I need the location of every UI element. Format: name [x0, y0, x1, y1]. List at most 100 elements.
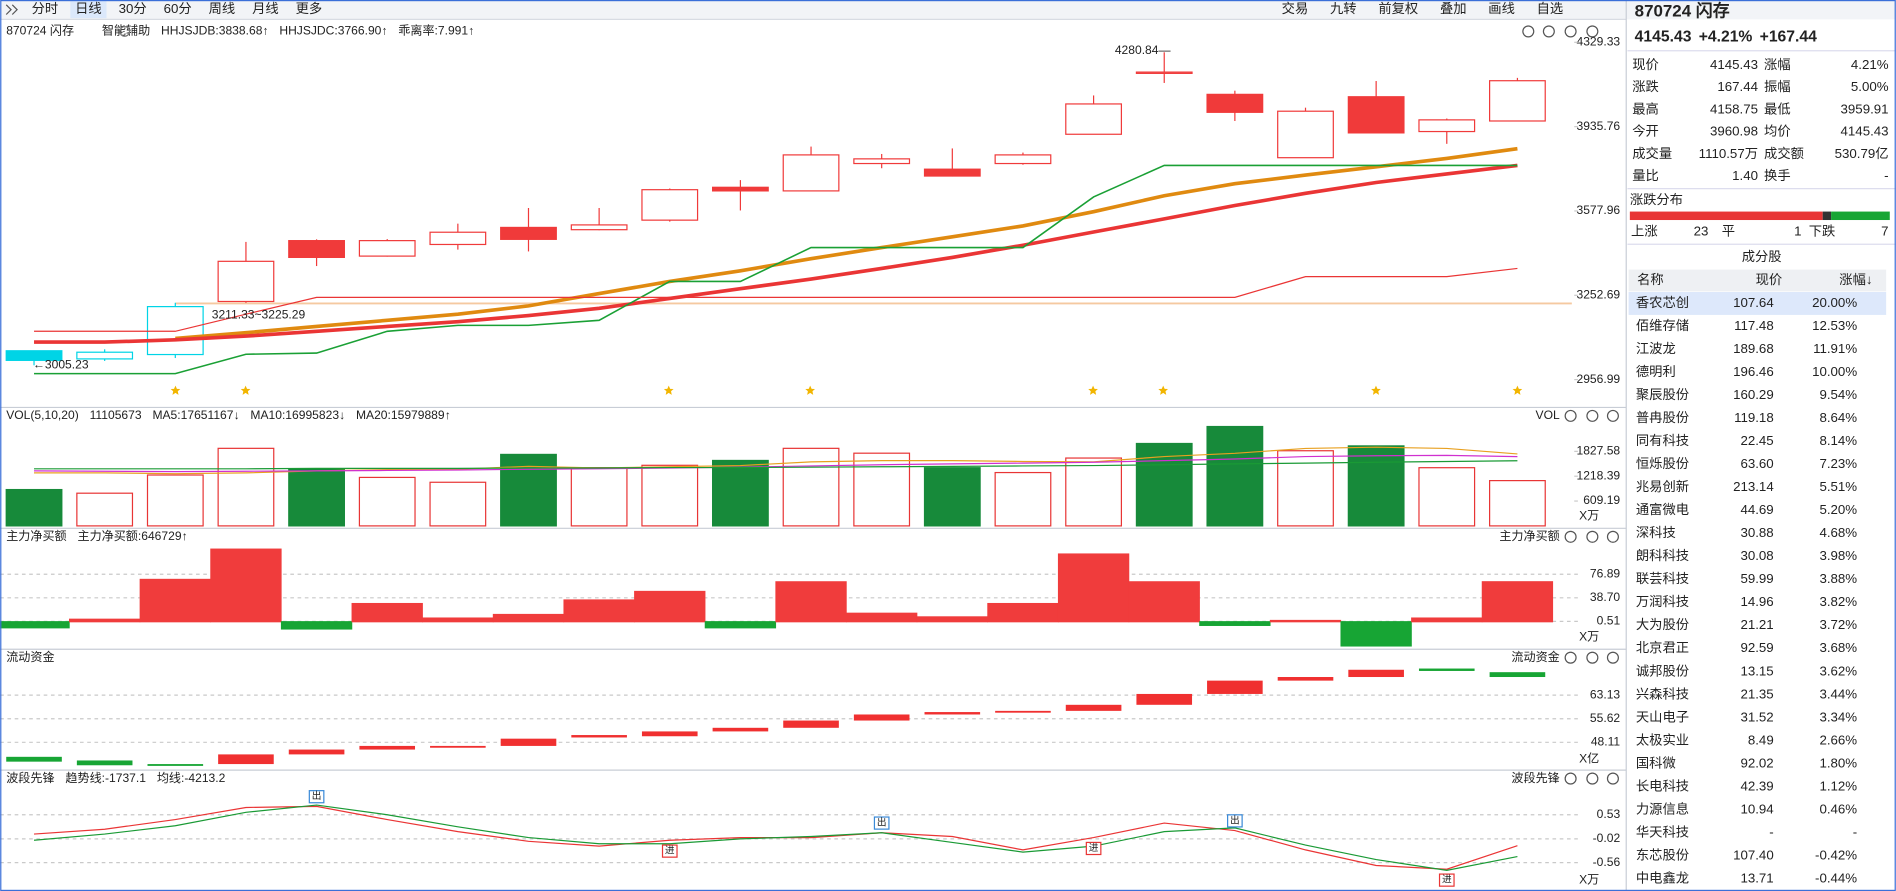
- floating-bar: [924, 712, 981, 715]
- settings[interactable]: [1564, 651, 1577, 664]
- toolbar-button[interactable]: 画线: [1488, 1, 1515, 16]
- settings[interactable]: [1564, 409, 1577, 422]
- stock-name[interactable]: 中电鑫龙: [1636, 869, 1689, 885]
- settings[interactable]: [1564, 772, 1577, 785]
- tab-bg[interactable]: [70, 1, 107, 19]
- signal-box: [1085, 841, 1102, 856]
- bar: [351, 602, 423, 623]
- stock-name[interactable]: 万润科技: [1636, 594, 1689, 609]
- headline-change: +167.44: [1760, 29, 1817, 46]
- range-annotation: 3211.33~3225.29: [212, 308, 306, 322]
- stock-name[interactable]: 兴森科技: [1636, 686, 1689, 701]
- stock-name[interactable]: 太极实业: [1636, 732, 1689, 747]
- panel-legend: 均线:-4213.2: [157, 771, 226, 785]
- toolbar-button[interactable]: 自选: [1537, 1, 1564, 16]
- tab[interactable]: 月线: [252, 1, 279, 16]
- stock-change: 8.14%: [1819, 433, 1857, 448]
- stock-change: 1.80%: [1819, 755, 1857, 770]
- stock-name[interactable]: 兆易创新: [1636, 479, 1689, 494]
- stock-price: 196.46: [1733, 364, 1774, 379]
- bar: [1481, 581, 1554, 623]
- tab[interactable]: 分时: [32, 1, 59, 16]
- toolbar-button[interactable]: 叠加: [1440, 1, 1467, 16]
- floating-bar: [288, 749, 345, 755]
- candle-body: [429, 231, 487, 246]
- floating-bar: [76, 760, 133, 766]
- stock-name[interactable]: 大为股份: [1636, 617, 1689, 632]
- toolbar-button[interactable]: 前复权: [1378, 0, 1418, 16]
- stock-name[interactable]: 深科技: [1636, 525, 1676, 540]
- quote-label: 涨跌: [1632, 79, 1659, 94]
- stock-change: 3.72%: [1819, 617, 1857, 632]
- help[interactable]: [1586, 772, 1599, 785]
- stock-change: 3.44%: [1819, 686, 1857, 701]
- stock-name[interactable]: 北京君正: [1636, 640, 1689, 655]
- panel-right-label: VOL: [1536, 408, 1560, 422]
- stock-name[interactable]: 同有科技: [1636, 433, 1689, 448]
- unit-label: X万: [1579, 872, 1599, 886]
- tab[interactable]: 周线: [209, 1, 236, 16]
- stock-name[interactable]: 国科微: [1636, 755, 1676, 770]
- stock-name[interactable]: 香农芯创: [1636, 295, 1689, 310]
- tab[interactable]: 60分: [164, 1, 192, 16]
- tab[interactable]: 日线: [75, 1, 102, 16]
- floating-bar: [1348, 669, 1404, 678]
- stock-name[interactable]: 诚邦股份: [1636, 663, 1689, 678]
- stock-name[interactable]: 德明利: [1636, 364, 1676, 379]
- stock-name[interactable]: 普冉股份: [1636, 410, 1689, 425]
- toolbar-button[interactable]: 九转: [1330, 1, 1357, 16]
- stock-name[interactable]: 东芯股份: [1636, 847, 1689, 862]
- series-line: [34, 164, 1518, 375]
- assist-icon[interactable]: [119, 25, 131, 37]
- tab[interactable]: 30分: [119, 1, 147, 16]
- candle-body: [500, 226, 557, 240]
- settings[interactable]: [1564, 530, 1577, 543]
- close[interactable]: [1606, 651, 1619, 664]
- stock-name[interactable]: 通富微电: [1636, 501, 1689, 517]
- close[interactable]: [1606, 772, 1619, 785]
- floating-bar: [1489, 672, 1546, 678]
- signal-box: [308, 790, 325, 804]
- series-line: [34, 267, 1518, 332]
- help[interactable]: [1586, 530, 1599, 543]
- toolbar: [0, 0, 1896, 20]
- sidebar: 870724 闪存 4145.43 +4.21% +167.44 现价 4145.43 涨…: [1627, 1, 1896, 885]
- stock-name[interactable]: 江波龙: [1636, 341, 1676, 356]
- constituents-title: 成分股: [1742, 249, 1782, 264]
- quote-label: 换手: [1764, 168, 1791, 183]
- close[interactable]: [1586, 25, 1599, 38]
- close[interactable]: [1606, 409, 1619, 422]
- candle-body: [1135, 71, 1193, 74]
- y-tick-label: 2956.99: [1577, 372, 1621, 386]
- stock-name[interactable]: 佰维存储: [1636, 318, 1689, 333]
- bar: [429, 481, 487, 527]
- stock-name[interactable]: 天山电子: [1636, 709, 1689, 724]
- bar: [641, 464, 699, 527]
- stock-name[interactable]: 联芸科技: [1636, 571, 1689, 586]
- stock-name[interactable]: 华天科技: [1636, 824, 1689, 839]
- close[interactable]: [1606, 530, 1619, 543]
- zoom-out[interactable]: [1542, 25, 1555, 38]
- bar: [217, 447, 275, 527]
- zoom-in[interactable]: [1522, 25, 1535, 38]
- stock-price: 30.88: [1740, 525, 1773, 540]
- help[interactable]: [1586, 409, 1599, 422]
- collapse-icon[interactable]: [5, 4, 18, 15]
- stock-name[interactable]: 聚辰股份: [1636, 387, 1689, 402]
- stock-name[interactable]: 长电科技: [1636, 778, 1689, 793]
- stock-name[interactable]: 朗科科技: [1636, 548, 1689, 563]
- table-header[interactable]: 涨幅↓: [1839, 272, 1872, 287]
- stock-name[interactable]: 恒烁股份: [1636, 456, 1689, 471]
- y-tick-label: 55.62: [1590, 711, 1621, 725]
- tab[interactable]: 更多: [296, 0, 323, 16]
- help[interactable]: [1586, 651, 1599, 664]
- stock-change: 9.54%: [1819, 387, 1857, 402]
- y-tick-label: 1827.58: [1577, 444, 1621, 458]
- bar: [923, 467, 981, 527]
- help[interactable]: [1564, 25, 1577, 38]
- candle-body: [782, 154, 840, 192]
- bar: [5, 488, 63, 527]
- stock-price: 42.39: [1740, 778, 1773, 793]
- stock-name[interactable]: 力源信息: [1636, 800, 1689, 816]
- toolbar-button[interactable]: 交易: [1282, 0, 1309, 16]
